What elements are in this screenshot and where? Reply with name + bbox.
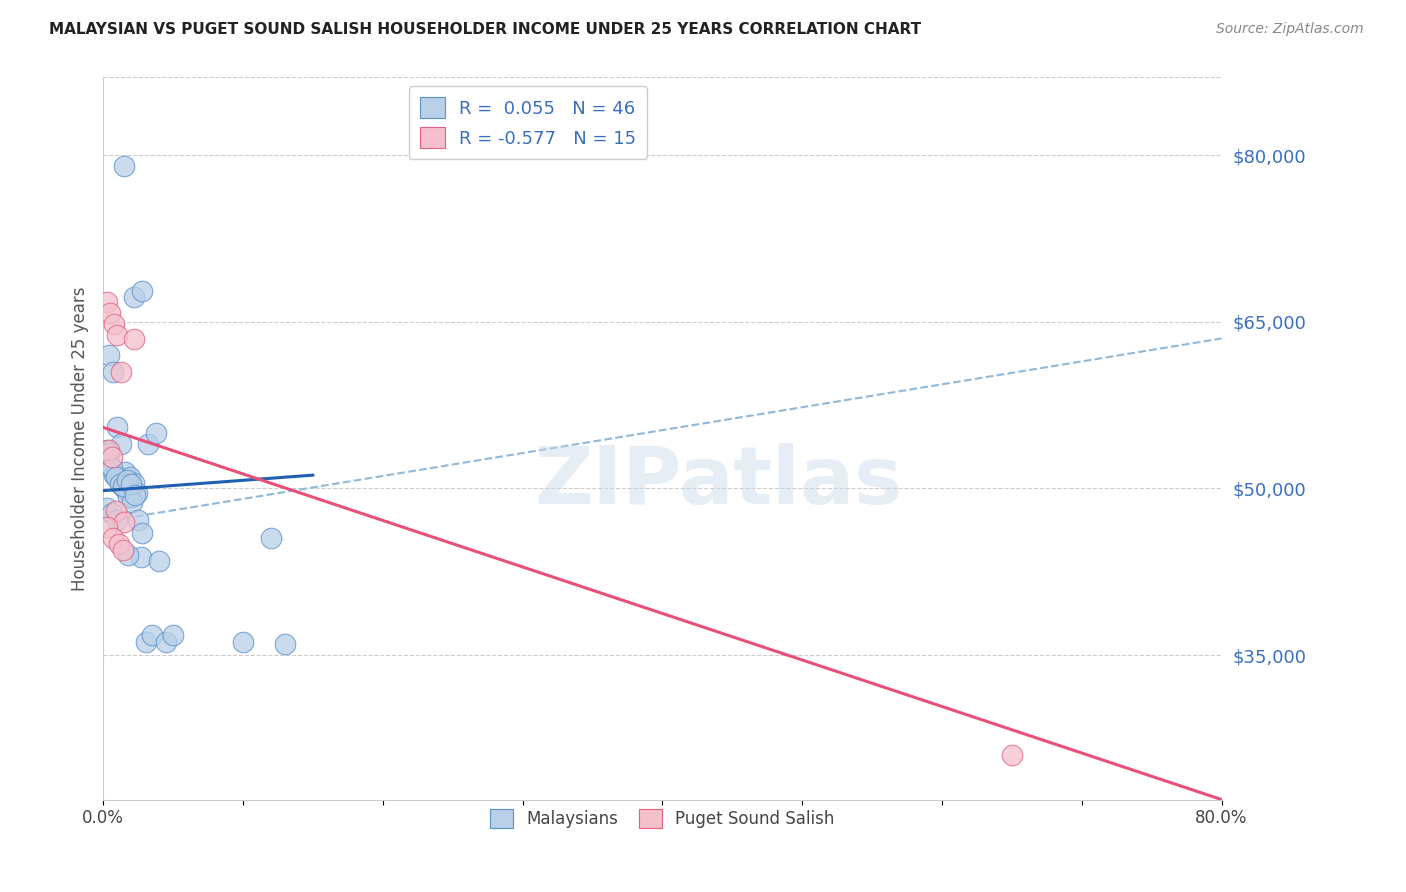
Point [104, 504, 127, 518]
Text: Source: ZipAtlas.com: Source: ZipAtlas.com [1216, 22, 1364, 37]
Point [96, 520, 118, 534]
Point [274, 637, 297, 651]
Point [97, 446, 120, 460]
Point [110, 365, 132, 379]
Point [232, 634, 254, 648]
Point [103, 468, 125, 483]
Point [96, 294, 118, 309]
Point [120, 491, 142, 505]
Point [105, 328, 128, 343]
Point [155, 634, 177, 648]
Point [111, 479, 134, 493]
Point [105, 420, 128, 434]
Point [120, 477, 142, 491]
Point [135, 634, 157, 648]
Point [121, 495, 143, 509]
Point [97, 442, 120, 457]
Point [105, 512, 128, 526]
Point [98, 459, 121, 474]
Point [129, 550, 152, 565]
Point [260, 532, 283, 546]
Point [145, 425, 167, 440]
Point [141, 628, 163, 642]
Point [96, 501, 118, 516]
Point [117, 491, 139, 505]
Point [136, 437, 159, 451]
Point [1001, 748, 1024, 763]
Point [108, 477, 131, 491]
Point [110, 437, 132, 451]
Text: ZIPatlas: ZIPatlas [534, 442, 903, 521]
Point [131, 525, 153, 540]
Point [115, 483, 138, 498]
Point [118, 470, 141, 484]
Point [112, 515, 135, 529]
Point [148, 554, 170, 568]
Point [112, 482, 135, 496]
Point [117, 548, 139, 562]
Point [127, 512, 149, 526]
Point [97, 348, 120, 362]
Point [100, 461, 122, 475]
Point [107, 473, 129, 487]
Point [112, 159, 135, 173]
Point [98, 306, 121, 320]
Point [100, 450, 122, 465]
Point [100, 506, 122, 520]
Point [122, 475, 145, 490]
Point [101, 365, 124, 379]
Point [96, 442, 118, 457]
Point [111, 479, 134, 493]
Text: MALAYSIAN VS PUGET SOUND SALISH HOUSEHOLDER INCOME UNDER 25 YEARS CORRELATION CH: MALAYSIAN VS PUGET SOUND SALISH HOUSEHOL… [49, 22, 921, 37]
Point [103, 317, 125, 331]
Point [101, 532, 124, 546]
Point [115, 473, 138, 487]
Legend: Malaysians, Puget Sound Salish: Malaysians, Puget Sound Salish [484, 802, 841, 835]
Point [122, 331, 145, 345]
Point [124, 488, 146, 502]
Point [122, 290, 145, 304]
Point [114, 465, 136, 479]
Y-axis label: Householder Income Under 25 years: Householder Income Under 25 years [72, 286, 89, 591]
Point [131, 284, 153, 298]
Point [107, 537, 129, 551]
Point [162, 628, 184, 642]
Point [125, 486, 148, 500]
Point [104, 470, 127, 484]
Point [111, 542, 134, 557]
